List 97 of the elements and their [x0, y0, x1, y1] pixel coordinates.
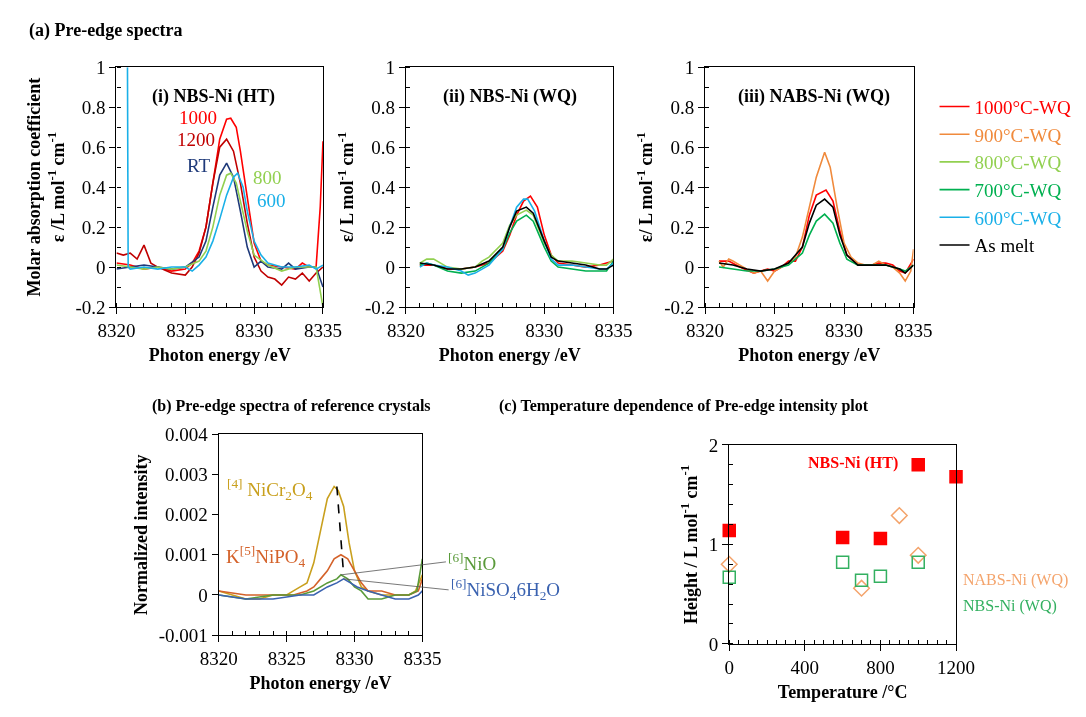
point	[949, 469, 963, 484]
point	[909, 546, 927, 564]
x-tick-label: 400	[790, 656, 820, 678]
x-tick-label: 8335	[403, 648, 442, 670]
x-tick-label: 800	[866, 656, 895, 678]
text: NBS-Ni (WQ)	[963, 597, 1057, 615]
x-tick-label: 8320	[686, 319, 725, 341]
y-tick-label: 1	[385, 56, 396, 78]
y-tick-label: 0.8	[81, 96, 106, 118]
x-tick-label: 0	[724, 656, 734, 678]
y-tick-label: 0.4	[371, 176, 396, 198]
y-tick-label: 1	[708, 534, 719, 556]
x-tick-label: 8325	[755, 319, 794, 341]
x-tick-label: 8325	[267, 648, 306, 670]
x-tick-label: 8335	[303, 319, 342, 341]
legend-label: 800°C-WQ	[974, 152, 1062, 174]
y-tick-label: 0.2	[371, 216, 396, 238]
point	[835, 555, 850, 570]
x-tick-label: 8325	[166, 319, 205, 341]
y-tick-label: 0.6	[81, 136, 106, 158]
y-tick-label: 0.001	[165, 544, 208, 566]
x-axis-title: Photon energy /eV	[148, 345, 291, 366]
series-label: 800	[253, 167, 282, 188]
y-tick-label: 0	[96, 256, 106, 278]
x-tick-label: 8330	[825, 319, 864, 341]
y-tick-label: 0.4	[81, 176, 107, 198]
series-label: 600	[257, 190, 286, 211]
y-tick-label: -0.2	[75, 296, 106, 318]
point	[852, 579, 871, 597]
y-tick-label: 0.2	[81, 216, 106, 238]
y-tick-label: 0.002	[165, 504, 208, 526]
line-series	[126, 67, 323, 272]
text: (i) NBS-Ni (HT)	[152, 86, 275, 107]
y-tick-label: 0	[684, 256, 695, 278]
text: (ii) NBS-Ni (WQ)	[443, 86, 577, 107]
point	[873, 531, 888, 546]
line-series	[218, 578, 423, 600]
point	[854, 573, 869, 587]
series-label: $^{[6]}$NiSO$_{4}$6H$_{2}$O	[451, 576, 561, 603]
text: (a) Pre-edge spectra	[29, 20, 183, 41]
y-tick-label: 0.4	[670, 176, 695, 198]
x-tick-label: 8320	[386, 319, 425, 341]
series-label: 1200	[177, 129, 215, 150]
legend-label: As melt	[974, 235, 1035, 257]
y-tick-label: 0.6	[371, 136, 396, 158]
series-label: NBS-Ni (HT)	[808, 454, 899, 472]
series-label: $^{[4]}$ NiCr$_{2}$O$_{4}$	[227, 476, 313, 503]
y-tick-label: 0.2	[670, 216, 695, 238]
point	[890, 506, 908, 525]
chart-title: (b) Pre-edge spectra of reference crystals	[152, 397, 431, 415]
legend-label: 600°C-WQ	[974, 207, 1062, 229]
text: NABS-Ni (WQ)	[963, 571, 1069, 589]
y-tick-label: 0.6	[670, 136, 695, 158]
y-tick-label: 0	[708, 633, 719, 655]
x-tick-label: 8330	[525, 319, 564, 341]
x-tick-label: 8335	[594, 319, 633, 341]
y-tick-label: 1	[96, 56, 106, 78]
x-tick-label: 1200	[937, 656, 976, 678]
x-axis-title: Photon energy /eV	[438, 345, 581, 366]
legend-label: 900°C-WQ	[974, 124, 1062, 146]
chart-title: (c) Temperature dependence of Pre-edge intensity plot	[499, 397, 869, 415]
y-tick-label: -0.2	[664, 296, 695, 318]
point	[873, 569, 888, 583]
x-tick-label: 8320	[199, 648, 238, 670]
y-tick-label: -0.001	[158, 624, 208, 646]
y-tick-label: 0.004	[165, 423, 209, 445]
point	[722, 523, 736, 538]
x-axis-title: Photon energy /eV	[738, 345, 881, 366]
x-tick-label: 8330	[335, 648, 374, 670]
y-tick-label: 2	[708, 434, 719, 456]
x-tick-label: 8330	[235, 319, 274, 341]
x-axis-title: Temperature /°C	[777, 681, 908, 702]
text: (iii) NABS-Ni (WQ)	[738, 86, 890, 107]
line-series	[718, 151, 914, 282]
point	[835, 530, 850, 545]
series-label: $^{[6]}$NiO	[448, 550, 497, 574]
y-tick-label: 0.8	[670, 96, 695, 118]
x-tick-label: 8335	[894, 319, 933, 341]
y-tick-label: 0.003	[165, 464, 208, 486]
y-tick-label: 1	[684, 56, 695, 78]
point	[911, 458, 925, 472]
y-tick-label: 0.8	[371, 96, 396, 118]
y-tick-label: 0	[385, 256, 396, 278]
point	[722, 570, 736, 584]
x-tick-label: 8320	[97, 319, 136, 341]
series-label: K$^{[5]}$NiPO$_{4}$	[226, 543, 306, 570]
series-label: RT	[187, 155, 211, 176]
y-tick-label: 0	[198, 584, 208, 606]
y-tick-label: -0.2	[364, 296, 396, 318]
legend-label: 1000°C-WQ	[974, 96, 1072, 118]
x-axis-title: Photon energy /eV	[249, 673, 392, 694]
x-tick-label: 8325	[456, 319, 495, 341]
series-label: 1000	[179, 107, 217, 128]
point	[911, 555, 925, 570]
y-axis-title: Normalized intensity	[130, 454, 151, 615]
point	[720, 555, 738, 573]
legend-label: 700°C-WQ	[974, 180, 1062, 202]
